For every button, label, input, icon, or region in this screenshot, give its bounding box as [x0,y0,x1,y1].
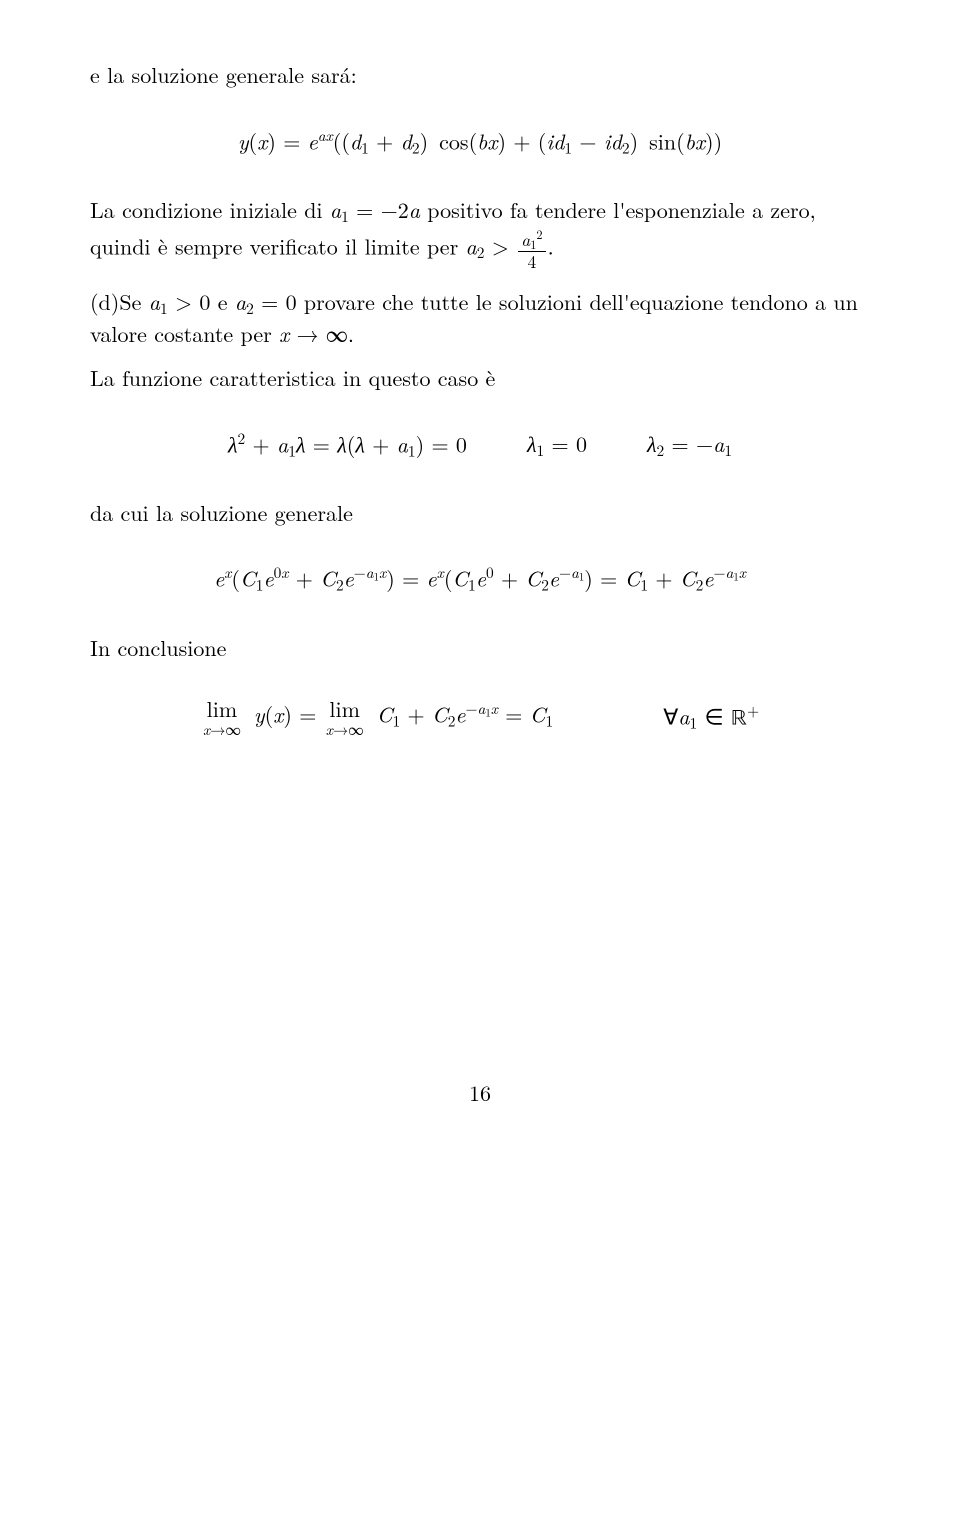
equation-1: y(x) = eax((d1 + d2) cos(bx) + (id1 − id… [90,126,870,159]
eq2-right: λ2 = −a1 [647,429,732,462]
eq2-left: λ2 + a1λ = λ(λ + a1) = 0 [228,429,467,462]
page-number: 16 [90,1078,870,1108]
equation-2: λ2 + a1λ = λ(λ + a1) = 0 λ1 = 0 λ2 = −a1 [90,429,870,462]
equation-4: limx→∞ y(x) = limx→∞ C1 + C2e−a1x = C1 ∀… [90,698,870,737]
eq2-mid: λ1 = 0 [527,429,587,462]
para-initial-condition: La condizione iniziale di a1 = −2a posit… [90,195,870,273]
para-char-fn: La funzione caratteristica in questo cas… [90,363,870,393]
para-general-solution: da cui la soluzione generale [90,498,870,528]
equation-3: ex(C1e0x + C2e−a1x) = ex(C1e0 + C2e−a1) … [90,563,870,596]
eq4-right: ∀a1 ∈ ℝ+ [663,701,759,735]
para-conclusion: In conclusione [90,633,870,663]
para-part-d: (d)Se a1 > 0 e a2 = 0 provare che tutte … [90,287,870,349]
eq4-left: limx→∞ y(x) = limx→∞ C1 + C2e−a1x = C1 [201,698,553,737]
intro-line: e la soluzione generale sará: [90,60,870,90]
